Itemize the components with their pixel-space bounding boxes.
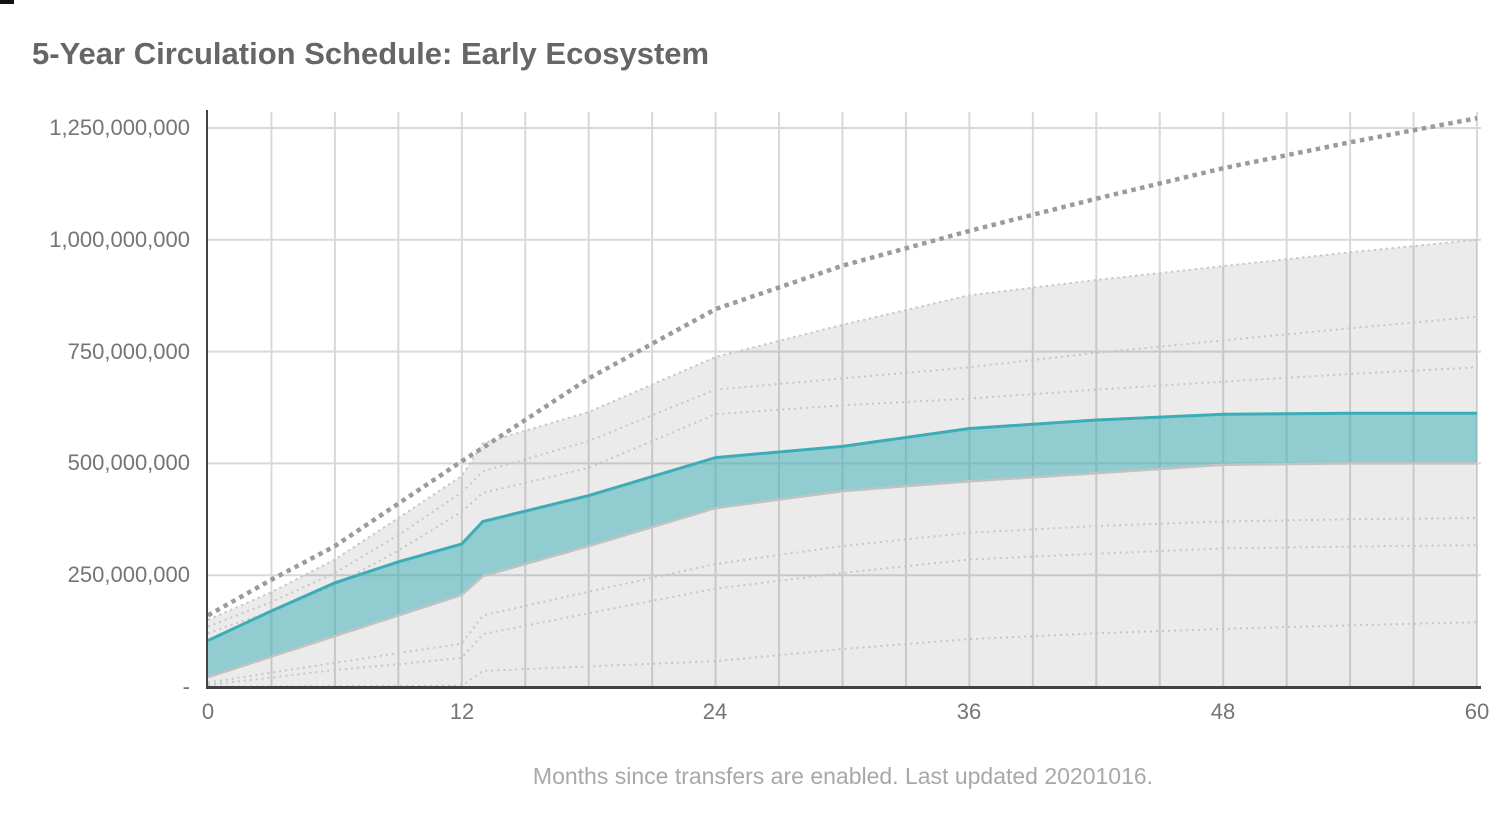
x-axis-tick-label: 36 xyxy=(956,699,982,724)
y-axis-tick-label: 750,000,000 xyxy=(67,339,190,364)
y-axis-tick-label: 500,000,000 xyxy=(67,450,190,475)
axis-caption: Months since transfers are enabled. Last… xyxy=(532,763,1154,789)
y-axis-tick-label: 250,000,000 xyxy=(67,562,190,587)
upper-quantile-1 xyxy=(207,315,1478,628)
envelope-upper-bound xyxy=(207,238,1478,621)
max-possible-supply-line xyxy=(206,115,1478,618)
lower-quantile-1 xyxy=(207,517,1478,684)
page-title: 5-Year Circulation Schedule: Early Ecosy… xyxy=(32,36,710,71)
lower-quantile-2 xyxy=(207,544,1478,686)
x-axis-tick-label: 60 xyxy=(1464,699,1490,724)
y-axis-tick-label: 1,000,000,000 xyxy=(49,227,190,252)
upper-quantile-2 xyxy=(207,366,1478,635)
x-axis-tick-label: 24 xyxy=(702,699,728,724)
corner-artifact xyxy=(0,0,14,4)
x-axis-tick-label: 0 xyxy=(201,699,215,724)
circulating-supply-high-line xyxy=(207,411,1477,642)
y-axis-tick-label: 1,250,000,000 xyxy=(49,115,190,140)
y-axis-tick-label: - xyxy=(182,674,190,699)
x-axis-tick-label: 48 xyxy=(1210,699,1236,724)
x-axis-tick-label: 12 xyxy=(449,699,475,724)
circulating-supply-low-line xyxy=(207,462,1477,679)
